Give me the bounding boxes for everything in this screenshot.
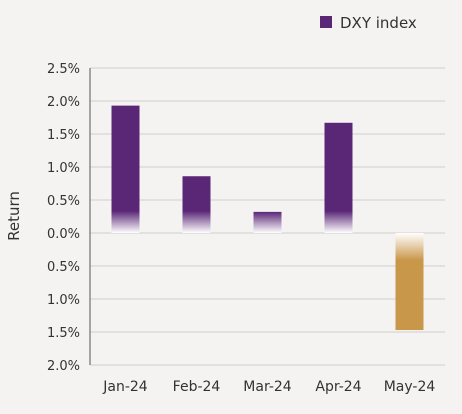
y-axis-label: Return xyxy=(5,191,23,241)
y-tick-label: 0.5% xyxy=(47,260,80,275)
bar-apr-24 xyxy=(324,122,353,233)
y-tick-label: 1.5% xyxy=(47,128,80,143)
bar-may-24 xyxy=(395,233,424,331)
x-tick-label: Jan-24 xyxy=(102,379,148,395)
x-tick-labels: Jan-24 Feb-24 Mar-24 Apr-24 May-24 xyxy=(102,379,435,395)
y-tick-label: 2.5% xyxy=(47,62,80,77)
bars xyxy=(111,105,424,331)
legend-label: DXY index xyxy=(340,14,417,32)
y-tick-label: 1.5% xyxy=(47,326,80,341)
bar-jan-24 xyxy=(111,105,140,233)
x-tick-label: Apr-24 xyxy=(315,379,361,395)
legend: DXY index xyxy=(320,14,417,32)
y-tick-label: 2.0% xyxy=(47,95,80,110)
x-tick-label: Feb-24 xyxy=(173,379,221,395)
legend-swatch xyxy=(320,16,332,28)
y-tick-label: 2.0% xyxy=(47,359,80,374)
y-tick-label: 1.0% xyxy=(47,161,80,176)
bar-feb-24 xyxy=(182,176,211,233)
y-tick-label: 0.0% xyxy=(47,227,80,242)
y-tick-labels: 2.5% 2.0% 1.5% 1.0% 0.5% 0.0% 0.5% 1.0% 1.5% 2.0% xyxy=(47,62,80,374)
y-tick-label: 0.5% xyxy=(47,194,80,209)
y-tick-label: 1.0% xyxy=(47,293,80,308)
bar-mar-24 xyxy=(253,211,282,233)
x-tick-label: Mar-24 xyxy=(243,379,291,395)
x-tick-label: May-24 xyxy=(384,379,436,395)
